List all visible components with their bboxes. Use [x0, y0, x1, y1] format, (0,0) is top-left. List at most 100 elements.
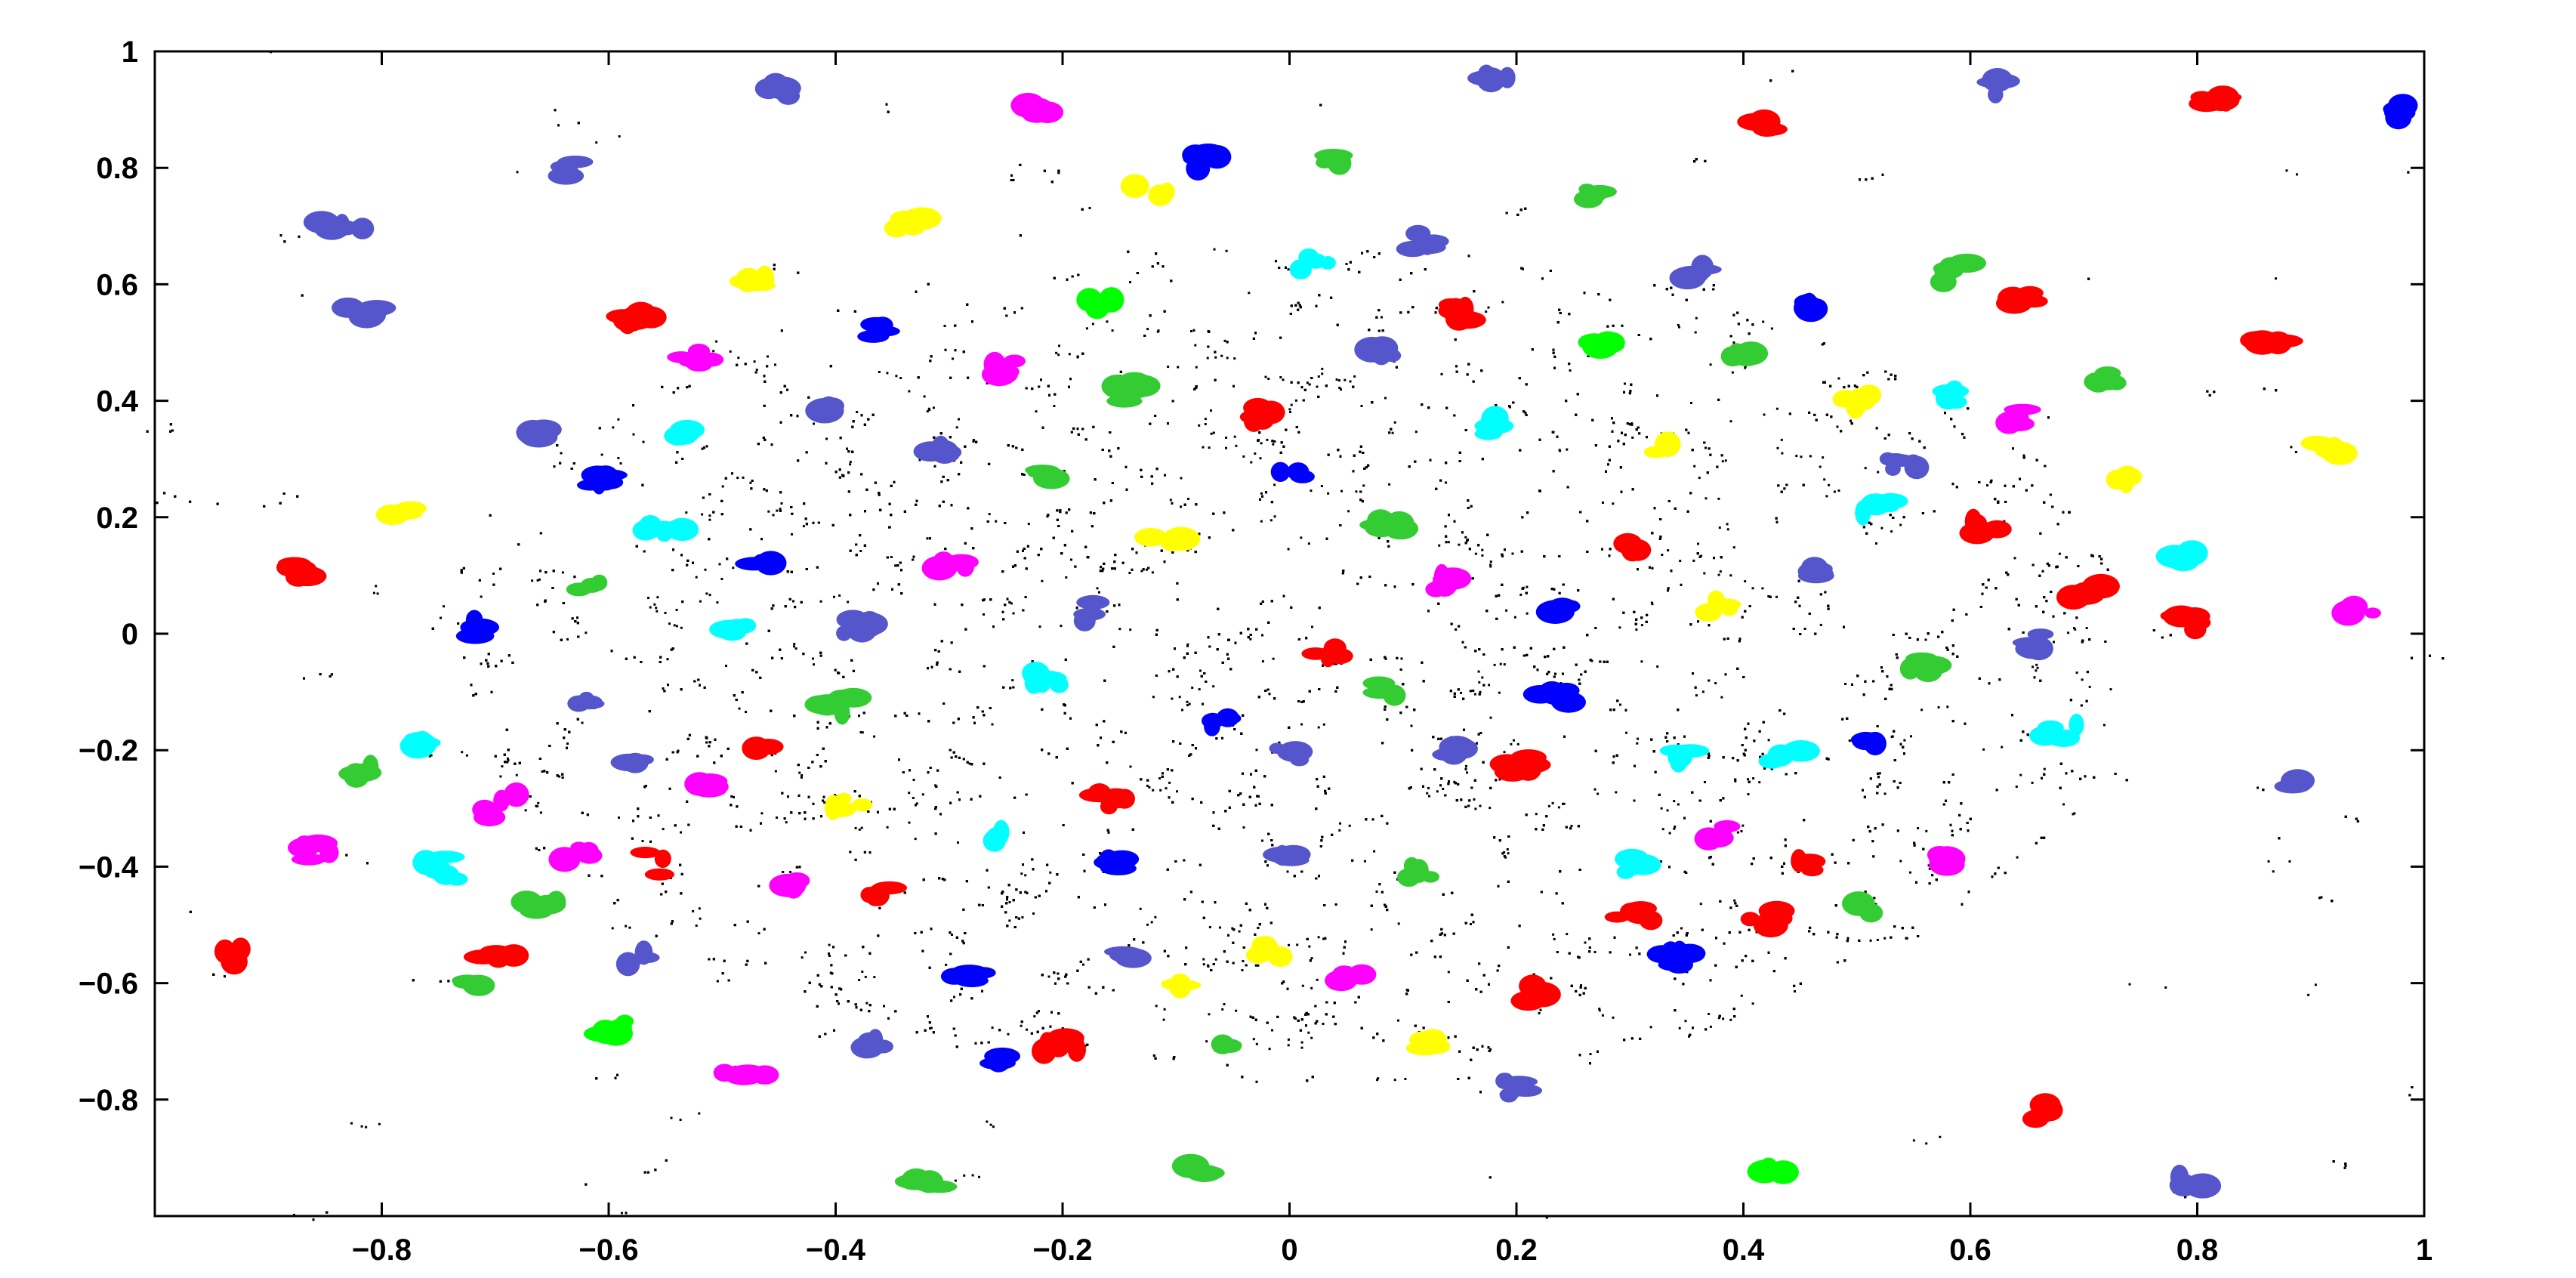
- background-point: [1982, 748, 1985, 751]
- background-point: [1693, 465, 1696, 468]
- background-point: [1186, 704, 1189, 707]
- background-point: [1310, 986, 1313, 989]
- background-point: [1438, 544, 1441, 547]
- background-point: [1085, 327, 1088, 330]
- background-point: [670, 1116, 673, 1119]
- background-point: [699, 600, 702, 603]
- background-point: [1925, 1142, 1928, 1145]
- background-point: [1202, 446, 1205, 449]
- background-point: [859, 550, 862, 552]
- background-point: [2087, 671, 2089, 673]
- background-point: [1731, 371, 1734, 374]
- background-point: [1717, 573, 1720, 576]
- background-point: [908, 792, 911, 795]
- background-point: [1020, 1024, 1023, 1027]
- background-point: [779, 508, 782, 511]
- background-point: [1221, 1008, 1224, 1011]
- background-point: [1301, 984, 1304, 987]
- background-point: [776, 509, 779, 512]
- background-point: [1268, 1048, 1271, 1051]
- background-point: [1146, 784, 1149, 787]
- background-point: [1194, 344, 1197, 347]
- background-point: [1210, 432, 1213, 435]
- background-point: [1460, 691, 1462, 694]
- background-point: [1612, 1016, 1615, 1019]
- background-point: [1257, 964, 1260, 967]
- background-point: [1139, 907, 1142, 910]
- background-point: [1007, 1033, 1010, 1036]
- background-point: [430, 754, 433, 757]
- background-point: [813, 663, 815, 666]
- background-point: [698, 907, 701, 910]
- background-point: [2164, 986, 2167, 989]
- background-point: [1487, 306, 1490, 309]
- background-point: [1473, 798, 1476, 801]
- background-point: [656, 610, 659, 613]
- background-point: [698, 1112, 701, 1115]
- background-point: [2072, 813, 2075, 816]
- background-point: [1795, 455, 1798, 458]
- background-point: [1917, 827, 1920, 829]
- background-point: [1370, 928, 1373, 931]
- background-point: [2043, 767, 2046, 770]
- background-point: [1287, 1038, 1290, 1041]
- background-point: [833, 595, 835, 598]
- background-point: [1180, 505, 1183, 508]
- background-point: [1458, 543, 1461, 546]
- background-point: [1321, 372, 1324, 375]
- background-point: [1714, 682, 1717, 684]
- background-point: [1226, 357, 1229, 360]
- background-point: [507, 759, 510, 762]
- background-point: [1661, 554, 1664, 556]
- background-point: [886, 826, 889, 829]
- background-point: [1146, 568, 1148, 571]
- background-point: [537, 801, 540, 804]
- background-point: [1242, 455, 1245, 458]
- background-point: [1148, 786, 1151, 789]
- background-point: [1593, 788, 1597, 791]
- background-point: [1825, 495, 1828, 498]
- background-point: [1678, 1026, 1681, 1030]
- background-point: [1214, 356, 1217, 359]
- background-point: [828, 943, 831, 946]
- background-point: [1362, 484, 1365, 487]
- background-point: [480, 595, 483, 598]
- background-point: [1763, 413, 1766, 416]
- background-point: [1909, 871, 1911, 874]
- background-point: [1266, 438, 1269, 441]
- background-point: [1317, 375, 1320, 378]
- background-point: [1501, 301, 1504, 304]
- background-point: [1186, 643, 1189, 646]
- background-point: [1488, 684, 1491, 687]
- background-point: [1242, 960, 1245, 962]
- background-point: [1692, 559, 1695, 562]
- background-point: [1673, 827, 1676, 830]
- background-point: [1223, 1003, 1226, 1005]
- background-point: [737, 357, 740, 360]
- background-point: [1128, 572, 1131, 574]
- background-point: [699, 917, 702, 920]
- background-point: [1035, 410, 1038, 413]
- background-point: [1800, 455, 1803, 458]
- background-point: [2031, 781, 2034, 784]
- background-point: [954, 1179, 957, 1182]
- background-point: [2085, 627, 2088, 629]
- background-point: [704, 568, 707, 571]
- background-point: [1833, 490, 1836, 493]
- background-point: [1290, 403, 1293, 406]
- background-point: [708, 594, 711, 597]
- background-point: [1219, 926, 1221, 929]
- background-point: [1695, 316, 1698, 320]
- background-point: [1489, 807, 1492, 810]
- background-point: [921, 793, 924, 796]
- background-point: [854, 826, 857, 829]
- background-point: [1615, 791, 1618, 794]
- background-point: [701, 513, 704, 516]
- background-point: [1208, 1013, 1211, 1016]
- background-point: [1220, 354, 1223, 357]
- background-point: [1038, 625, 1041, 628]
- background-point: [1946, 705, 1949, 708]
- background-point: [1640, 660, 1643, 663]
- background-point: [801, 774, 804, 776]
- background-point: [1235, 1009, 1238, 1012]
